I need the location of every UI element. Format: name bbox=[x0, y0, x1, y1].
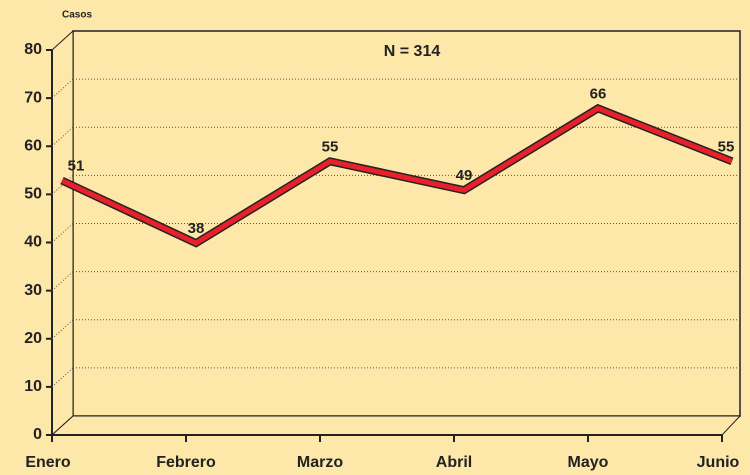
line bbox=[60, 105, 733, 246]
side-wall bbox=[51, 29, 74, 437]
annotation: N = 314 bbox=[384, 43, 441, 60]
y-tick-label: 40 bbox=[24, 234, 42, 251]
data-label: 66 bbox=[590, 85, 607, 102]
data-label: 38 bbox=[188, 220, 205, 237]
x-tick-label: Mayo bbox=[568, 454, 609, 471]
data-label: 51 bbox=[68, 158, 85, 175]
x-tick-label: Febrero bbox=[156, 454, 216, 471]
x-tick-label: Marzo bbox=[297, 454, 343, 471]
y-axis-label: Casos bbox=[62, 10, 92, 21]
data-label: 55 bbox=[322, 138, 339, 155]
y-tick-label: 60 bbox=[24, 137, 42, 154]
y-tick-label: 30 bbox=[24, 282, 42, 299]
data-label: 49 bbox=[456, 167, 473, 184]
y-tick-label: 50 bbox=[24, 186, 42, 203]
x-tick-label: Enero bbox=[25, 454, 71, 471]
y-tick-label: 20 bbox=[24, 330, 42, 347]
y-tick-label: 80 bbox=[24, 41, 42, 58]
x-tick-label: Abril bbox=[436, 454, 472, 471]
floor bbox=[50, 415, 742, 436]
x-tick-label: Junio bbox=[697, 454, 740, 471]
y-tick-label: 70 bbox=[24, 89, 42, 106]
y-tick-label: 0 bbox=[33, 426, 42, 443]
data-label: 55 bbox=[718, 138, 735, 155]
y-tick-label: 10 bbox=[24, 378, 42, 395]
